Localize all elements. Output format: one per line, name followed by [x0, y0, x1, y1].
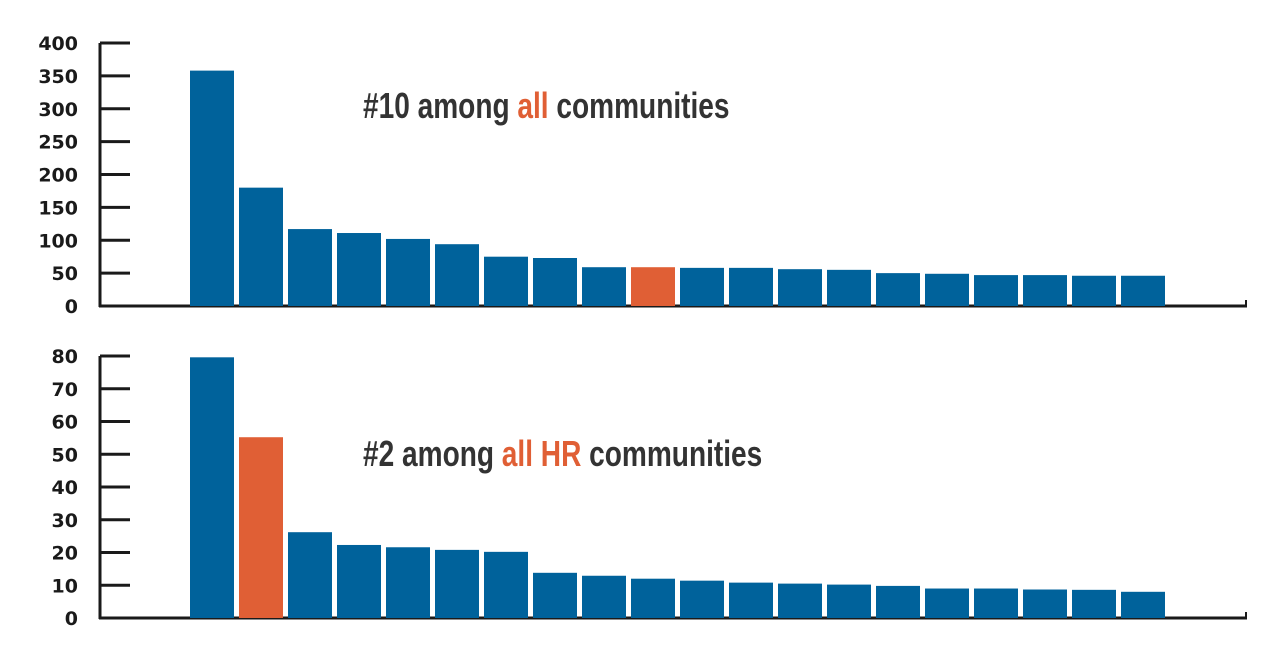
- bar: [778, 269, 822, 306]
- bar: [631, 578, 675, 618]
- bar: [386, 238, 430, 306]
- bar: [680, 267, 724, 306]
- y-tick-label: 150: [38, 197, 78, 219]
- bar: [778, 583, 822, 618]
- annotation-segment: communities: [549, 86, 730, 126]
- y-tick-label: 0: [65, 296, 78, 318]
- bar-highlighted: [631, 267, 675, 306]
- bar: [239, 187, 283, 306]
- bar: [190, 357, 234, 618]
- bar: [827, 584, 871, 618]
- bar: [974, 588, 1018, 618]
- bar: [1072, 589, 1116, 618]
- bar: [1121, 591, 1165, 618]
- bar: [729, 267, 773, 306]
- y-tick-label: 0: [65, 608, 78, 630]
- bar: [827, 269, 871, 306]
- bar: [337, 233, 381, 306]
- panel-hr-communities: 0 10 20 30 40 50 60 70 80 #2 among all HR communi…: [52, 346, 1247, 630]
- bar: [533, 258, 577, 306]
- y-tick-label: 200: [38, 165, 78, 187]
- bar: [288, 532, 332, 618]
- bar: [680, 580, 724, 618]
- bar: [729, 582, 773, 618]
- bar: [1121, 275, 1165, 306]
- bar: [484, 256, 528, 306]
- bar: [974, 275, 1018, 306]
- bar: [582, 575, 626, 618]
- annotation-text: #2 among all HR communities: [363, 434, 762, 474]
- y-tick-label: 20: [52, 543, 78, 565]
- bar-highlighted: [239, 437, 283, 618]
- bar: [1072, 275, 1116, 306]
- y-tick-label: 350: [38, 66, 78, 88]
- y-tick-label: 50: [52, 263, 78, 285]
- y-tick-label: 60: [52, 412, 78, 434]
- bar: [876, 585, 920, 618]
- bar: [435, 244, 479, 306]
- annotation-highlight: all HR: [502, 434, 582, 474]
- bar: [925, 273, 969, 306]
- bar: [386, 547, 430, 618]
- y-tick-label: 40: [52, 477, 78, 499]
- annotation-segment: #10 among: [363, 86, 517, 126]
- y-tick-label: 30: [52, 510, 78, 532]
- bar: [1023, 589, 1067, 618]
- bar: [484, 551, 528, 618]
- y-tick-label: 80: [52, 346, 78, 368]
- annotation-segment: communities: [581, 434, 762, 474]
- y-tick-label: 10: [52, 575, 78, 597]
- bar: [190, 70, 234, 307]
- annotation-segment: #2 among: [363, 434, 502, 474]
- y-tick-label: 250: [38, 132, 78, 154]
- bar: [925, 588, 969, 618]
- annotation-highlight: all: [517, 86, 548, 126]
- bar: [435, 549, 479, 618]
- bar: [288, 229, 332, 306]
- panel-all-communities: 0 50 100 150 200 250 300 350 400 #10 among all co…: [38, 33, 1247, 318]
- annotation-text: #10 among all communities: [363, 86, 730, 126]
- y-tick-label: 300: [38, 99, 78, 121]
- y-tick-label: 400: [38, 33, 78, 55]
- bar: [582, 267, 626, 306]
- bar: [337, 544, 381, 618]
- bar: [1023, 275, 1067, 306]
- y-tick-label: 100: [38, 230, 78, 252]
- y-tick-label: 50: [52, 444, 78, 466]
- bar: [533, 572, 577, 618]
- bar: [876, 273, 920, 306]
- y-tick-label: 70: [52, 379, 78, 401]
